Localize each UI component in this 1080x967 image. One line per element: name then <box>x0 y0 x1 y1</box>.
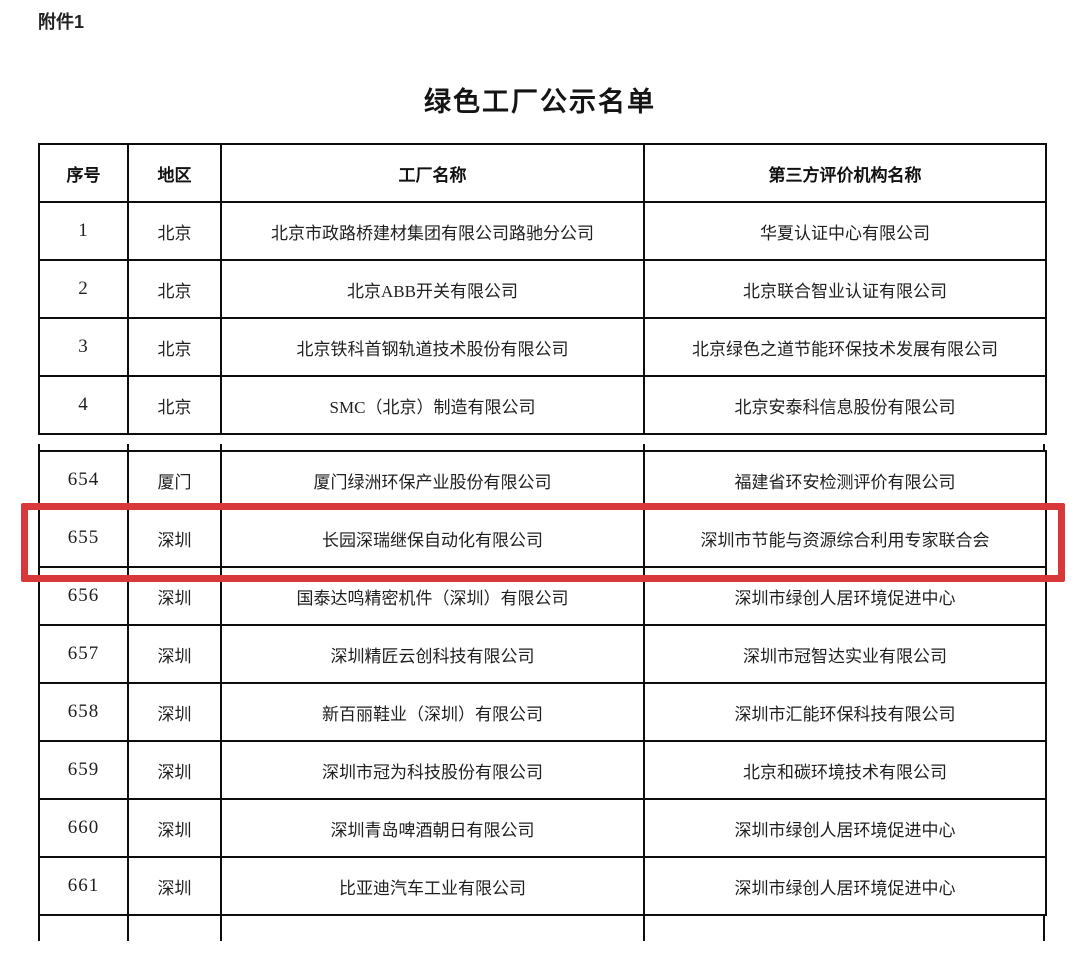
table-continuation-lines <box>38 914 1045 941</box>
header-serial-number: 序号 <box>38 143 129 203</box>
column-line <box>1043 914 1045 941</box>
agency-name-cell: 华夏认证中心有限公司 <box>643 201 1047 261</box>
factory-name-cell: 长园深瑞继保自动化有限公司 <box>220 508 645 568</box>
column-line <box>38 914 40 941</box>
column-line <box>127 914 129 941</box>
row-number-cell: 1 <box>38 201 129 261</box>
region-cell: 深圳 <box>127 624 222 684</box>
agency-name-cell: 深圳市节能与资源综合利用专家联合会 <box>643 508 1047 568</box>
factory-name-cell: SMC（北京）制造有限公司 <box>220 375 645 435</box>
agency-name-cell: 福建省环安检测评价有限公司 <box>643 450 1047 510</box>
row-number-cell: 2 <box>38 259 129 319</box>
column-line <box>643 914 645 941</box>
region-cell: 北京 <box>127 375 222 435</box>
factory-name-cell: 深圳青岛啤酒朝日有限公司 <box>220 798 645 858</box>
red-highlight-box <box>21 503 1065 582</box>
factory-name-cell: 北京ABB开关有限公司 <box>220 259 645 319</box>
table-row: 1 北京 北京市政路桥建材集团有限公司路驰分公司 华夏认证中心有限公司 <box>38 201 1047 261</box>
factory-name-cell: 厦门绿洲环保产业股份有限公司 <box>220 450 645 510</box>
row-number-cell: 654 <box>38 450 129 510</box>
green-factory-table-top: 序号 地区 工厂名称 第三方评价机构名称 1 北京 北京市政路桥建材集团有限公司路驰… <box>38 143 1047 435</box>
header-region: 地区 <box>127 143 222 203</box>
column-line <box>127 444 129 450</box>
row-number-cell: 658 <box>38 682 129 742</box>
table-row: 658 深圳 新百丽鞋业（深圳）有限公司 深圳市汇能环保科技有限公司 <box>38 682 1047 742</box>
region-cell: 深圳 <box>127 682 222 742</box>
column-line <box>38 444 40 450</box>
table-row: 659 深圳 深圳市冠为科技股份有限公司 北京和碳环境技术有限公司 <box>38 740 1047 800</box>
agency-name-cell: 深圳市绿创人居环境促进中心 <box>643 856 1047 916</box>
table-row: 4 北京 SMC（北京）制造有限公司 北京安泰科信息股份有限公司 <box>38 375 1047 435</box>
table-row: 657 深圳 深圳精匠云创科技有限公司 深圳市冠智达实业有限公司 <box>38 624 1047 684</box>
attachment-label: 附件1 <box>38 12 85 32</box>
column-line <box>643 444 645 450</box>
table-row: 654 厦门 厦门绿洲环保产业股份有限公司 福建省环安检测评价有限公司 <box>38 450 1047 510</box>
column-line <box>220 914 222 941</box>
region-cell: 北京 <box>127 201 222 261</box>
header-agency-name: 第三方评价机构名称 <box>643 143 1047 203</box>
agency-name-cell: 北京绿色之道节能环保技术发展有限公司 <box>643 317 1047 377</box>
agency-name-cell: 北京和碳环境技术有限公司 <box>643 740 1047 800</box>
header-factory-name: 工厂名称 <box>220 143 645 203</box>
row-number-cell: 4 <box>38 375 129 435</box>
agency-name-cell: 深圳市汇能环保科技有限公司 <box>643 682 1047 742</box>
table-crop-gap-lines <box>38 444 1045 450</box>
factory-name-cell: 深圳市冠为科技股份有限公司 <box>220 740 645 800</box>
table-header-row: 序号 地区 工厂名称 第三方评价机构名称 <box>38 143 1047 203</box>
factory-name-cell: 北京市政路桥建材集团有限公司路驰分公司 <box>220 201 645 261</box>
row-number-cell: 655 <box>38 508 129 568</box>
column-line <box>1043 444 1045 450</box>
table-row: 660 深圳 深圳青岛啤酒朝日有限公司 深圳市绿创人居环境促进中心 <box>38 798 1047 858</box>
region-cell: 深圳 <box>127 508 222 568</box>
table-row: 655 深圳 长园深瑞继保自动化有限公司 深圳市节能与资源综合利用专家联合会 <box>38 508 1047 568</box>
region-cell: 北京 <box>127 259 222 319</box>
row-number-cell: 3 <box>38 317 129 377</box>
factory-name-cell: 北京铁科首钢轨道技术股份有限公司 <box>220 317 645 377</box>
agency-name-cell: 深圳市冠智达实业有限公司 <box>643 624 1047 684</box>
agency-name-cell: 北京安泰科信息股份有限公司 <box>643 375 1047 435</box>
table-row: 2 北京 北京ABB开关有限公司 北京联合智业认证有限公司 <box>38 259 1047 319</box>
page-title: 绿色工厂公示名单 <box>424 87 656 117</box>
region-cell: 北京 <box>127 317 222 377</box>
row-number-cell: 657 <box>38 624 129 684</box>
region-cell: 厦门 <box>127 450 222 510</box>
agency-name-cell: 深圳市绿创人居环境促进中心 <box>643 798 1047 858</box>
factory-name-cell: 新百丽鞋业（深圳）有限公司 <box>220 682 645 742</box>
row-number-cell: 661 <box>38 856 129 916</box>
column-line <box>220 444 222 450</box>
region-cell: 深圳 <box>127 856 222 916</box>
table-row: 3 北京 北京铁科首钢轨道技术股份有限公司 北京绿色之道节能环保技术发展有限公司 <box>38 317 1047 377</box>
table-row: 661 深圳 比亚迪汽车工业有限公司 深圳市绿创人居环境促进中心 <box>38 856 1047 916</box>
row-number-cell: 659 <box>38 740 129 800</box>
factory-name-cell: 深圳精匠云创科技有限公司 <box>220 624 645 684</box>
factory-name-cell: 比亚迪汽车工业有限公司 <box>220 856 645 916</box>
region-cell: 深圳 <box>127 798 222 858</box>
region-cell: 深圳 <box>127 740 222 800</box>
agency-name-cell: 北京联合智业认证有限公司 <box>643 259 1047 319</box>
green-factory-table-bottom: 654 厦门 厦门绿洲环保产业股份有限公司 福建省环安检测评价有限公司 655 深圳 长园深… <box>38 450 1047 916</box>
row-number-cell: 660 <box>38 798 129 858</box>
